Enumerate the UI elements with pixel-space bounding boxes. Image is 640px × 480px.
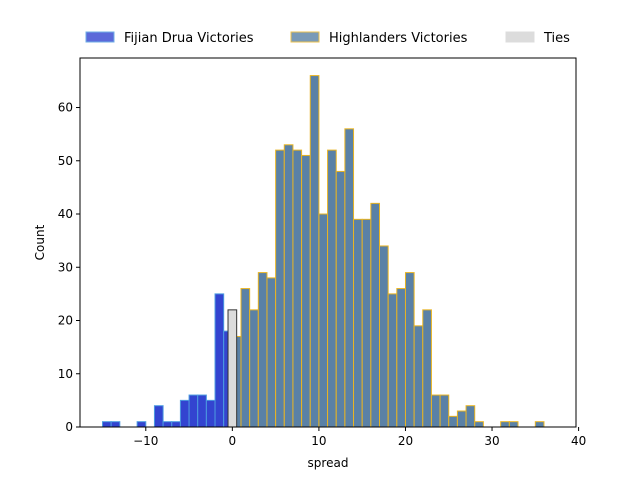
bar-fijian-drua-victories-8	[197, 394, 207, 428]
bar-highlanders-victories-2	[249, 309, 259, 428]
bar-fijian-drua-victories-3	[153, 405, 164, 428]
bar-fijian-drua-victories-1	[110, 421, 121, 428]
bar-highlanders-victories-22	[422, 309, 432, 428]
bar-fijian-drua-victories-6	[179, 399, 190, 428]
bar-highlanders-victories-13	[344, 128, 355, 428]
x-axis-ticks: −10 0 10 20 30 40	[133, 427, 586, 448]
bar-highlanders-victories-12	[335, 170, 346, 428]
y-tick-label: 30	[58, 260, 73, 274]
bar-fijian-drua-victories-10	[214, 293, 225, 428]
bar-highlanders-victories-24	[439, 394, 450, 428]
bar-fijian-drua-victories-9	[205, 399, 216, 428]
y-tick-label: 0	[65, 420, 73, 434]
y-tick-label: 40	[58, 207, 73, 221]
bar-ties-0	[227, 309, 238, 428]
bar-highlanders-victories-19	[396, 288, 406, 428]
bar-fijian-drua-victories-5	[171, 421, 181, 428]
bar-highlanders-victories-14	[353, 218, 363, 428]
bar-highlanders-victories-4	[266, 277, 277, 428]
bar-highlanders-victories-31	[534, 421, 545, 428]
legend-label: Highlanders Victories	[329, 31, 468, 46]
bar-fijian-drua-victories-4	[162, 421, 173, 428]
bar-highlanders-victories-5	[275, 149, 285, 428]
y-tick-label: 60	[58, 101, 73, 115]
x-tick-label: 10	[311, 434, 326, 448]
bar-highlanders-victories-8	[301, 154, 311, 428]
y-tick-label: 20	[58, 314, 73, 328]
bar-highlanders-victories-9	[309, 75, 320, 428]
bar-fijian-drua-victories-2	[136, 421, 147, 428]
bar-highlanders-victories-29	[500, 421, 510, 428]
x-tick-label: 40	[571, 434, 586, 448]
bar-highlanders-victories-7	[292, 149, 303, 428]
y-tick-label: 50	[58, 154, 73, 168]
bar-highlanders-victories-17	[379, 245, 389, 428]
bar-highlanders-victories-23	[430, 394, 441, 428]
axes-frame	[79, 57, 577, 428]
legend-label: Ties	[543, 31, 570, 46]
x-tick-label: 30	[484, 434, 499, 448]
bar-highlanders-victories-28	[474, 421, 484, 428]
bar-highlanders-victories-27	[465, 405, 476, 428]
bar-fijian-drua-victories-0	[102, 421, 112, 428]
x-axis-label: spread	[308, 456, 349, 470]
bar-highlanders-victories-10	[318, 213, 329, 428]
x-tick-label: 0	[229, 434, 237, 448]
legend-swatch	[505, 31, 535, 43]
bar-highlanders-victories-26	[456, 410, 467, 428]
bar-highlanders-victories-16	[370, 202, 381, 428]
y-axis-label: Count	[33, 224, 47, 260]
legend-label: Fijian Drua Victories	[124, 31, 254, 46]
bar-highlanders-victories-30	[508, 421, 519, 428]
y-axis-ticks: 0 10 20 30 40 50 60	[58, 101, 80, 434]
bars-layer	[102, 75, 545, 428]
bar-fijian-drua-victories-7	[188, 394, 199, 428]
bar-highlanders-victories-3	[257, 272, 268, 428]
y-tick-label: 10	[58, 367, 73, 381]
x-tick-label: 20	[398, 434, 413, 448]
legend-swatch	[290, 31, 320, 43]
bar-highlanders-victories-6	[283, 144, 294, 428]
bar-highlanders-victories-25	[448, 415, 458, 428]
legend-swatch	[85, 31, 115, 43]
legend: Fijian Drua Victories Highlanders Victori…	[85, 31, 570, 46]
x-tick-label: −10	[133, 434, 158, 448]
bar-highlanders-victories-20	[404, 272, 415, 428]
bar-highlanders-victories-11	[327, 149, 337, 428]
bar-highlanders-victories-21	[413, 325, 424, 428]
bar-highlanders-victories-18	[387, 293, 398, 428]
bar-highlanders-victories-1	[240, 288, 251, 428]
bar-highlanders-victories-15	[361, 218, 372, 428]
